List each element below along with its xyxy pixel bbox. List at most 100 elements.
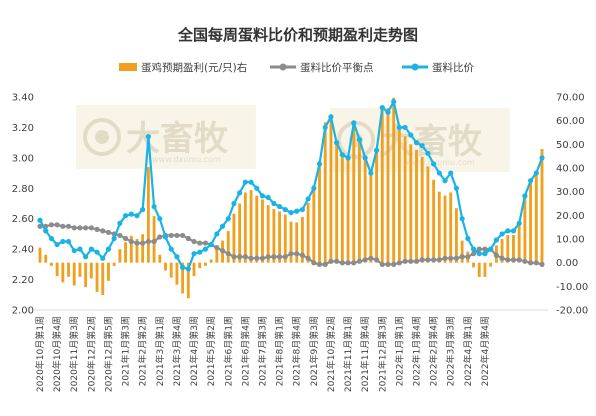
ratio-point: [145, 133, 151, 140]
ratio-point: [140, 206, 146, 213]
profit-bar: [44, 254, 48, 263]
ratio-point: [539, 155, 545, 161]
ratio-point: [88, 246, 94, 252]
profit-bar: [198, 262, 202, 269]
x-tick-label: 2022年3月第3周: [445, 316, 457, 386]
breakeven-point: [345, 260, 351, 266]
ratio-point: [488, 246, 494, 252]
ratio-point: [271, 200, 277, 207]
profit-bar: [112, 262, 116, 266]
breakeven-point: [311, 260, 317, 266]
ratio-series: [37, 98, 545, 272]
breakeven-point: [476, 246, 482, 252]
breakeven-point: [539, 261, 545, 267]
ratio-point: [482, 251, 488, 257]
ratio-point: [237, 190, 243, 196]
x-tick-label: 2022年4月第1周: [462, 316, 474, 386]
x-tick-label: 2020年11月第3周: [68, 316, 80, 392]
profit-bar: [358, 139, 361, 263]
breakeven-point: [282, 254, 288, 260]
x-tick-label: 2021年8月第4周: [291, 316, 303, 386]
y-right-tick-label: -20.00: [556, 306, 588, 317]
breakeven-point: [197, 240, 203, 246]
profit-bar: [335, 141, 339, 263]
breakeven-point: [533, 260, 539, 266]
x-tick-label: 2020年10月第1周: [34, 316, 46, 392]
profit-bar: [477, 262, 481, 277]
profit-bar: [226, 231, 230, 263]
profit-bar: [432, 179, 436, 263]
breakeven-point: [231, 254, 237, 260]
ratio-point: [83, 254, 89, 260]
breakeven-point: [391, 261, 397, 267]
ratio-point: [305, 196, 311, 202]
profit-bar: [67, 262, 70, 277]
breakeven-point: [145, 238, 151, 245]
breakeven-point: [328, 258, 334, 264]
svg-text:大畜牧: 大畜牧: [380, 122, 483, 162]
breakeven-point: [128, 238, 134, 245]
profit-bar: [295, 222, 299, 263]
profit-bar: [443, 195, 447, 263]
x-tick-label: 2020年10月第4周: [51, 316, 63, 392]
profit-bar: [312, 185, 316, 263]
profit-bar: [506, 235, 510, 263]
profit-bar: [449, 192, 453, 263]
breakeven-point: [499, 255, 505, 261]
ratio-point: [294, 208, 300, 214]
breakeven-point: [493, 252, 499, 258]
profit-bar: [158, 254, 162, 263]
breakeven-point: [396, 260, 402, 266]
y-left-tick-label: 2.60: [12, 214, 34, 225]
y-left-tick-label: 2.40: [12, 245, 34, 256]
breakeven-point: [259, 255, 266, 261]
profit-bar: [146, 167, 150, 263]
profit-bar: [209, 259, 213, 263]
ratio-point: [265, 194, 271, 201]
profit-bar: [129, 235, 133, 263]
y-left-tick-label: 3.00: [12, 153, 34, 164]
ratio-point: [151, 203, 157, 210]
breakeven-point: [465, 254, 471, 260]
profit-bar: [460, 240, 464, 263]
x-tick-label: 2021年5月第2周: [205, 316, 217, 386]
y-right-tick-label: 70.00: [556, 93, 585, 104]
breakeven-point: [431, 257, 437, 263]
ratio-point: [37, 217, 43, 223]
breakeven-point: [83, 225, 89, 231]
ratio-point: [162, 234, 169, 240]
profit-bar: [215, 249, 219, 263]
profit-bar: [78, 262, 82, 277]
profit-bar: [300, 216, 304, 263]
ratio-point: [413, 140, 420, 146]
ratio-point: [197, 249, 203, 255]
ratio-point: [425, 150, 431, 156]
profit-bar: [352, 120, 356, 263]
ratio-point: [516, 220, 522, 226]
profit-bar: [529, 180, 533, 263]
profit-bar: [363, 156, 367, 263]
breakeven-point: [151, 238, 157, 245]
ratio-point: [311, 185, 317, 191]
ratio-point: [43, 228, 49, 234]
x-tick-label: 2021年10月第2周: [325, 316, 337, 392]
profit-bar: [38, 247, 42, 263]
ratio-point: [185, 266, 191, 272]
breakeven-point: [442, 255, 448, 261]
ratio-point: [60, 238, 66, 245]
ratio-point: [316, 161, 323, 167]
profit-bar: [124, 242, 127, 263]
ratio-point: [299, 206, 306, 213]
profit-bar: [437, 191, 441, 263]
breakeven-point: [191, 238, 197, 245]
profit-bar: [375, 150, 378, 263]
profit-bar: [289, 221, 293, 263]
ratio-point: [105, 246, 112, 252]
x-tick-label: 2021年11月第4周: [359, 316, 371, 392]
breakeven-point: [527, 260, 534, 266]
profit-bar: [89, 262, 93, 279]
profit-bar: [340, 154, 344, 263]
ratio-point: [117, 220, 123, 226]
breakeven-point: [225, 251, 231, 257]
ratio-point: [77, 246, 83, 252]
